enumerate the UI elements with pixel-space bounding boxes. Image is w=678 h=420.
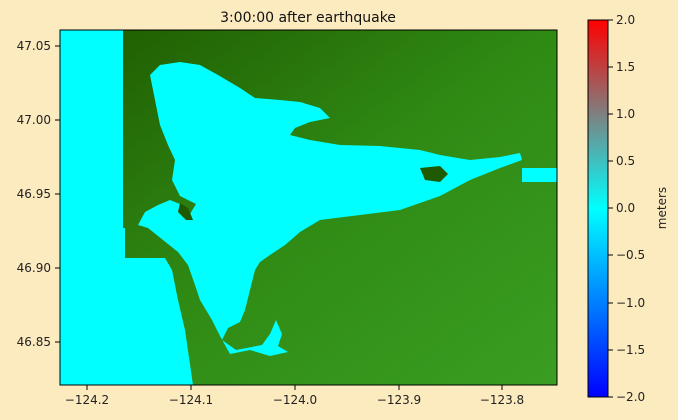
- colorbar-label: meters: [655, 187, 669, 229]
- bay-region: [138, 62, 522, 356]
- y-tick-3: 47.00: [17, 113, 60, 127]
- colorbar: [587, 19, 609, 398]
- chart-title: 3:00:00 after earthquake: [220, 10, 396, 26]
- x-tick-label: −124.1: [169, 393, 213, 407]
- ocean-region: [60, 30, 193, 385]
- y-tick-2: 46.95: [17, 187, 60, 201]
- inlet-land: [420, 166, 448, 182]
- y-tick-label: 46.95: [17, 187, 51, 201]
- channel-region: [522, 168, 557, 182]
- colorbar-tick-label: 2.0: [616, 13, 635, 27]
- cb-tick-2: −1.0: [608, 296, 645, 310]
- y-tick-4: 47.05: [17, 39, 60, 53]
- cb-tick-4: 0.0: [608, 201, 635, 215]
- y-tick-label: 47.05: [17, 39, 51, 53]
- y-tick-label: 47.00: [17, 113, 51, 127]
- x-tick-4: −123.8: [480, 385, 524, 407]
- colorbar-tick-label: 0.0: [616, 201, 635, 215]
- colorbar-tick-label: 1.0: [616, 107, 635, 121]
- cb-tick-0: −2.0: [608, 390, 645, 404]
- cb-tick-6: 1.0: [608, 107, 635, 121]
- x-tick-label: −123.8: [480, 393, 524, 407]
- x-tick-0: −124.2: [65, 385, 109, 407]
- plot-frame: [59, 29, 558, 386]
- colorbar-tick-label: −2.0: [616, 390, 645, 404]
- colorbar-tick-label: 1.5: [616, 60, 635, 74]
- x-tick-3: −123.9: [377, 385, 421, 407]
- y-tick-label: 46.90: [17, 261, 51, 275]
- cb-tick-8: 2.0: [608, 13, 635, 27]
- marsh-land: [178, 203, 193, 220]
- x-tick-1: −124.1: [169, 385, 213, 407]
- y-tick-label: 46.85: [17, 335, 51, 349]
- cb-tick-3: −0.5: [608, 248, 645, 262]
- x-tick-label: −124.0: [273, 393, 317, 407]
- colorbar-tick-label: −1.0: [616, 296, 645, 310]
- x-tick-label: −124.2: [65, 393, 109, 407]
- colorbar-tick-label: −1.5: [616, 343, 645, 357]
- cb-tick-7: 1.5: [608, 60, 635, 74]
- y-tick-0: 46.85: [17, 335, 60, 349]
- cb-tick-1: −1.5: [608, 343, 645, 357]
- cb-tick-5: 0.5: [608, 154, 635, 168]
- x-tick-2: −124.0: [273, 385, 317, 407]
- colorbar-tick-label: −0.5: [616, 248, 645, 262]
- colorbar-tick-label: 0.5: [616, 154, 635, 168]
- y-tick-1: 46.90: [17, 261, 60, 275]
- x-tick-label: −123.9: [377, 393, 421, 407]
- heatmap: [60, 30, 557, 385]
